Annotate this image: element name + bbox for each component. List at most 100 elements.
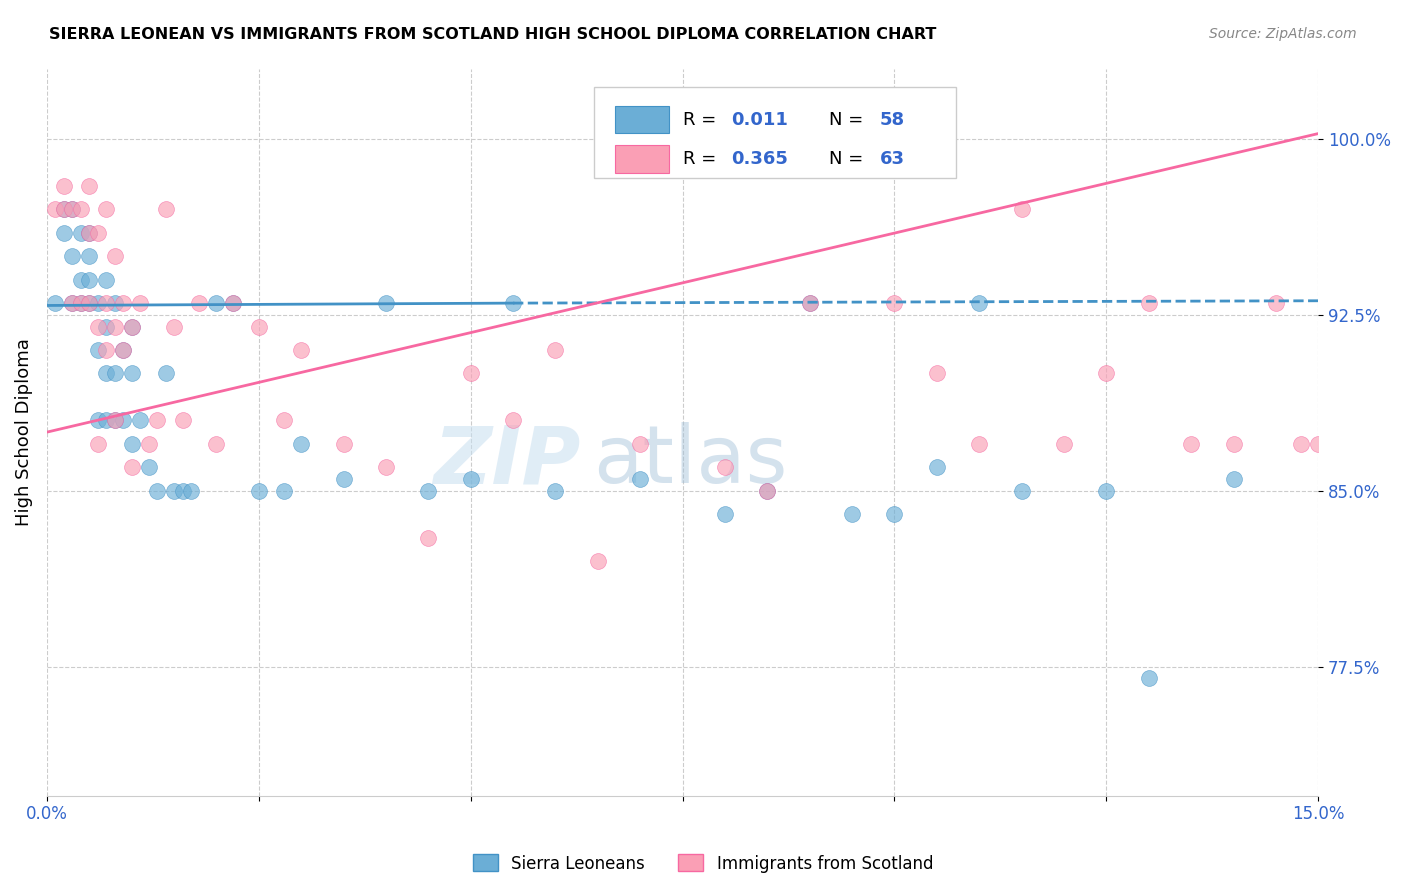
Point <box>1137 296 1160 310</box>
Point <box>96 367 118 381</box>
Point <box>96 273 118 287</box>
Point <box>925 460 948 475</box>
Point <box>172 413 194 427</box>
Text: ZIP: ZIP <box>433 422 581 500</box>
Point <box>69 202 91 217</box>
Point <box>180 483 202 498</box>
Point <box>1324 296 1347 310</box>
Point <box>1291 437 1313 451</box>
Point <box>104 249 127 263</box>
Point <box>77 226 100 240</box>
Bar <box>616 106 669 134</box>
Point <box>77 296 100 310</box>
Point <box>374 460 396 475</box>
Point <box>96 319 118 334</box>
Point <box>121 437 143 451</box>
Point <box>112 343 135 357</box>
Point <box>52 178 75 193</box>
Point <box>104 413 127 427</box>
Point <box>69 273 91 287</box>
Point <box>52 202 75 217</box>
Text: N =: N = <box>828 150 869 168</box>
Point <box>756 483 779 498</box>
Y-axis label: High School Diploma: High School Diploma <box>15 338 32 526</box>
Point <box>60 296 83 310</box>
Point <box>96 296 118 310</box>
Point <box>714 508 737 522</box>
Point <box>1392 437 1406 451</box>
Point <box>502 296 524 310</box>
Point <box>1095 483 1118 498</box>
Point <box>883 508 905 522</box>
Point <box>756 483 779 498</box>
Point <box>1180 437 1202 451</box>
Point <box>247 483 270 498</box>
Point <box>1011 483 1033 498</box>
Point <box>418 483 440 498</box>
Point <box>104 413 127 427</box>
Point <box>138 460 160 475</box>
Point <box>44 202 66 217</box>
Point <box>60 296 83 310</box>
Point <box>1308 437 1330 451</box>
Point <box>112 296 135 310</box>
Point <box>1222 437 1244 451</box>
Point <box>290 343 312 357</box>
Point <box>104 319 127 334</box>
Point <box>1375 296 1398 310</box>
Point <box>87 319 110 334</box>
Point <box>96 202 118 217</box>
Text: atlas: atlas <box>593 422 787 500</box>
Point <box>163 319 186 334</box>
Point <box>77 249 100 263</box>
Text: SIERRA LEONEAN VS IMMIGRANTS FROM SCOTLAND HIGH SCHOOL DIPLOMA CORRELATION CHART: SIERRA LEONEAN VS IMMIGRANTS FROM SCOTLA… <box>49 27 936 42</box>
Point <box>544 343 567 357</box>
Point <box>332 437 354 451</box>
Point <box>87 343 110 357</box>
Text: 0.365: 0.365 <box>731 150 787 168</box>
Point <box>121 367 143 381</box>
Point <box>77 226 100 240</box>
Point <box>1350 437 1372 451</box>
Point <box>1095 367 1118 381</box>
Point <box>332 472 354 486</box>
Point <box>69 296 91 310</box>
Point <box>104 296 127 310</box>
Point <box>799 296 821 310</box>
Point <box>112 413 135 427</box>
Point <box>155 367 177 381</box>
Point <box>1053 437 1076 451</box>
Point <box>222 296 245 310</box>
Text: R =: R = <box>682 111 721 128</box>
Text: R =: R = <box>682 150 721 168</box>
Point <box>129 413 152 427</box>
Text: 58: 58 <box>880 111 905 128</box>
Point <box>1137 672 1160 686</box>
Point <box>172 483 194 498</box>
Text: Source: ZipAtlas.com: Source: ZipAtlas.com <box>1209 27 1357 41</box>
Point <box>44 296 66 310</box>
Point <box>418 531 440 545</box>
Point <box>146 483 169 498</box>
Point <box>544 483 567 498</box>
Point <box>273 483 295 498</box>
Point <box>290 437 312 451</box>
Point <box>69 226 91 240</box>
Point <box>69 296 91 310</box>
Point <box>374 296 396 310</box>
Point <box>460 367 482 381</box>
Point <box>87 413 110 427</box>
Point <box>138 437 160 451</box>
Point <box>188 296 211 310</box>
Legend: Sierra Leoneans, Immigrants from Scotland: Sierra Leoneans, Immigrants from Scotlan… <box>467 847 939 880</box>
Text: 63: 63 <box>880 150 904 168</box>
Point <box>121 319 143 334</box>
Point <box>799 296 821 310</box>
FancyBboxPatch shape <box>593 87 956 178</box>
Point <box>129 296 152 310</box>
Point <box>60 202 83 217</box>
Bar <box>616 145 669 173</box>
Point <box>460 472 482 486</box>
Point <box>628 437 651 451</box>
Text: N =: N = <box>828 111 869 128</box>
